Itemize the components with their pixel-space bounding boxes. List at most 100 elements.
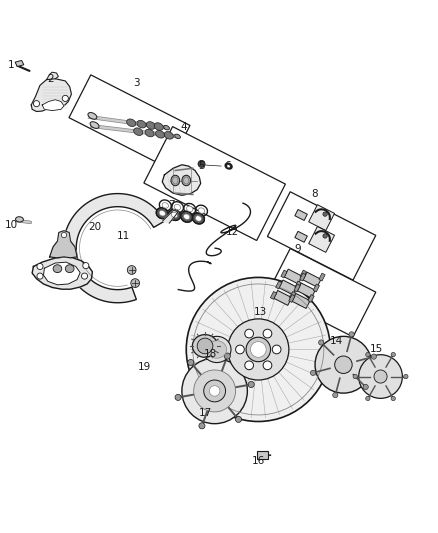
Circle shape — [81, 273, 88, 279]
Circle shape — [251, 342, 266, 357]
Text: 19: 19 — [138, 362, 152, 372]
Circle shape — [323, 212, 327, 216]
Polygon shape — [63, 193, 165, 303]
Polygon shape — [31, 79, 71, 111]
Ellipse shape — [134, 128, 143, 135]
Circle shape — [371, 354, 376, 359]
Text: 11: 11 — [117, 231, 130, 241]
Circle shape — [199, 423, 205, 429]
Circle shape — [175, 394, 181, 400]
Circle shape — [366, 352, 370, 357]
Ellipse shape — [171, 212, 178, 218]
Circle shape — [248, 382, 254, 387]
Polygon shape — [32, 257, 92, 289]
Circle shape — [366, 396, 370, 401]
Circle shape — [318, 340, 324, 345]
Polygon shape — [308, 295, 314, 302]
Text: 10: 10 — [5, 220, 18, 230]
Ellipse shape — [137, 120, 146, 128]
Circle shape — [209, 386, 220, 396]
Circle shape — [37, 263, 43, 270]
Ellipse shape — [181, 211, 193, 222]
Polygon shape — [69, 75, 190, 168]
Polygon shape — [300, 273, 306, 281]
Ellipse shape — [53, 265, 62, 272]
Polygon shape — [297, 283, 315, 298]
Circle shape — [335, 356, 352, 374]
Circle shape — [188, 359, 194, 366]
Circle shape — [404, 374, 408, 379]
Circle shape — [194, 370, 236, 412]
Ellipse shape — [15, 217, 23, 222]
Text: 14: 14 — [330, 336, 343, 346]
Polygon shape — [295, 231, 307, 243]
Polygon shape — [281, 270, 287, 278]
Text: 17: 17 — [199, 408, 212, 418]
Polygon shape — [309, 227, 335, 252]
Ellipse shape — [174, 204, 180, 210]
Circle shape — [37, 273, 43, 279]
Ellipse shape — [127, 119, 136, 126]
Polygon shape — [279, 280, 297, 295]
Ellipse shape — [173, 177, 178, 184]
Circle shape — [246, 337, 271, 362]
Ellipse shape — [192, 335, 218, 357]
Circle shape — [272, 345, 281, 354]
Circle shape — [236, 416, 241, 423]
Polygon shape — [43, 262, 80, 285]
Circle shape — [311, 370, 316, 375]
Circle shape — [236, 345, 244, 354]
Circle shape — [349, 332, 354, 337]
Polygon shape — [162, 165, 201, 195]
Text: 1: 1 — [8, 60, 15, 70]
Circle shape — [374, 370, 387, 383]
Circle shape — [353, 374, 357, 379]
Polygon shape — [46, 72, 58, 79]
Circle shape — [323, 234, 327, 238]
Circle shape — [391, 352, 396, 357]
Circle shape — [33, 101, 39, 107]
Ellipse shape — [175, 134, 180, 139]
Polygon shape — [276, 281, 282, 289]
Circle shape — [363, 384, 368, 390]
Ellipse shape — [156, 208, 168, 219]
Text: 18: 18 — [204, 349, 217, 359]
Polygon shape — [284, 269, 302, 284]
Circle shape — [127, 265, 136, 274]
Polygon shape — [258, 451, 268, 459]
Polygon shape — [270, 292, 277, 300]
Ellipse shape — [164, 125, 170, 130]
Ellipse shape — [169, 209, 180, 221]
Polygon shape — [42, 100, 64, 111]
Circle shape — [197, 338, 213, 354]
Circle shape — [62, 95, 68, 101]
Circle shape — [186, 277, 330, 422]
Circle shape — [245, 329, 254, 338]
Circle shape — [204, 380, 226, 402]
Circle shape — [263, 361, 272, 370]
Ellipse shape — [207, 341, 226, 358]
Ellipse shape — [198, 208, 205, 213]
Text: 9: 9 — [294, 244, 301, 254]
Ellipse shape — [171, 175, 180, 185]
Ellipse shape — [155, 131, 165, 138]
Text: 16: 16 — [252, 456, 265, 466]
Polygon shape — [274, 290, 292, 305]
Polygon shape — [15, 60, 24, 67]
Polygon shape — [144, 127, 286, 240]
Polygon shape — [309, 205, 335, 230]
Polygon shape — [289, 295, 295, 302]
Text: 3: 3 — [133, 78, 139, 88]
Text: 13: 13 — [254, 308, 267, 317]
Circle shape — [182, 358, 247, 424]
Circle shape — [228, 319, 289, 380]
Circle shape — [224, 353, 230, 359]
Polygon shape — [295, 209, 307, 221]
Circle shape — [359, 354, 403, 398]
Ellipse shape — [145, 129, 154, 137]
Polygon shape — [268, 248, 376, 337]
Text: 2: 2 — [48, 74, 54, 84]
Circle shape — [391, 396, 396, 401]
Polygon shape — [303, 272, 321, 287]
Text: 20: 20 — [88, 222, 101, 232]
